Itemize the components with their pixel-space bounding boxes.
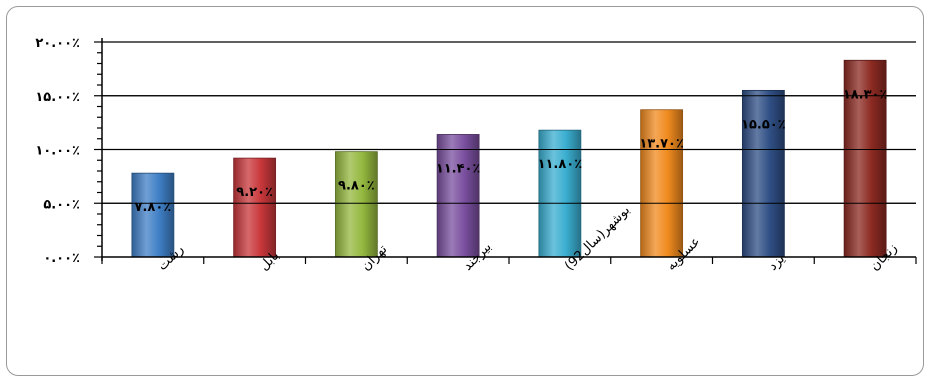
bar-8 [843, 59, 887, 258]
bar-6 [640, 109, 684, 258]
grid-lines [102, 41, 916, 204]
data-label: ۱۳.۷۰٪ [639, 137, 684, 152]
bars [102, 41, 916, 258]
data-label: ۱۵.۵۰٪ [741, 117, 786, 132]
y-tick-label: ۲۰.۰۰٪ [35, 36, 80, 51]
data-label: ۱۸.۳۰٪ [843, 87, 888, 102]
bar-5 [538, 129, 582, 258]
data-label: ۱۱.۴۰٪ [436, 161, 481, 176]
bar-2 [233, 157, 277, 258]
y-tick-label: ۱۵.۰۰٪ [35, 90, 80, 105]
data-label: ۹.۸۰٪ [338, 179, 375, 194]
data-label: ۱۱.۸۰٪ [538, 157, 583, 172]
data-label: ۹.۲۰٪ [236, 185, 273, 200]
bar-3 [334, 151, 378, 258]
data-label: ۷.۸۰٪ [135, 200, 172, 215]
bar-4 [436, 134, 480, 258]
y-tick-label: ۱۰.۰۰٪ [35, 144, 80, 159]
y-tick-label: ۵.۰۰٪ [43, 197, 80, 212]
axes [94, 38, 917, 264]
bar-7 [741, 89, 785, 258]
y-tick-label: ۰.۰۰٪ [43, 251, 80, 266]
